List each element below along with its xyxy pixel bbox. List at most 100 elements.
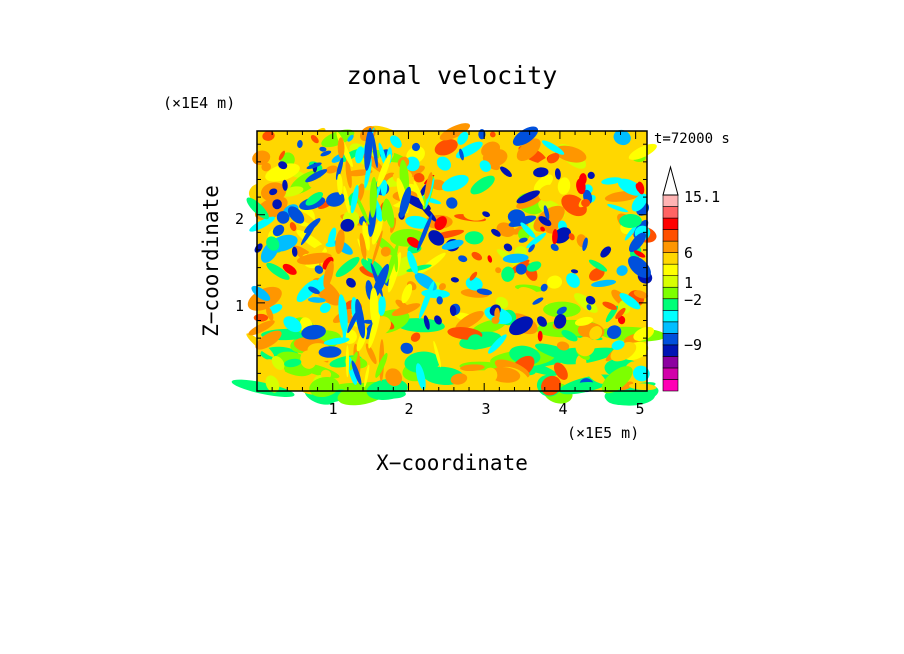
- colorbar-swatch: [662, 379, 679, 392]
- field-cell: [633, 326, 655, 341]
- field-cell: [443, 344, 455, 355]
- field-cell: [487, 255, 493, 263]
- field-cell: [407, 237, 421, 248]
- field-cell: [589, 267, 605, 281]
- field-streak: [369, 176, 377, 218]
- field-cell: [481, 141, 501, 158]
- field-cell: [457, 131, 469, 145]
- field-cell: [516, 190, 540, 204]
- field-cell: [323, 337, 350, 345]
- field-cell: [507, 209, 526, 224]
- field-cell: [326, 192, 345, 207]
- field-cell: [272, 224, 285, 237]
- field-cell: [535, 343, 582, 363]
- field-streak: [413, 181, 425, 207]
- field-cell: [570, 269, 579, 274]
- field-cell: [631, 193, 648, 212]
- field-cell: [538, 184, 557, 202]
- colorbar-swatch: [662, 298, 679, 311]
- field-cell: [576, 178, 586, 195]
- field-cell: [470, 175, 495, 195]
- field-streak: [342, 300, 347, 342]
- axis-ticks: [257, 131, 647, 391]
- field-cell: [301, 324, 326, 340]
- field-streak: [323, 260, 334, 289]
- field-cell: [283, 316, 302, 333]
- field-cell: [310, 134, 319, 144]
- chart-title: zonal velocity: [347, 61, 558, 90]
- x-tick-3: 3: [481, 400, 490, 418]
- field-cell: [520, 222, 536, 239]
- field-cell: [306, 162, 322, 170]
- field-cell: [262, 130, 275, 141]
- field-cell: [266, 262, 290, 280]
- field-streak: [337, 137, 345, 159]
- field-cell: [633, 250, 646, 258]
- field-cell: [573, 293, 598, 313]
- field-streak: [362, 221, 370, 251]
- x-axis-title: X−coordinate: [376, 451, 528, 475]
- field-cell: [607, 204, 629, 213]
- field-cell: [436, 156, 451, 171]
- field-cell: [300, 350, 317, 369]
- x-tick-4: 4: [558, 400, 567, 418]
- field-cell: [325, 165, 338, 174]
- field-cell: [613, 129, 631, 146]
- field-cell: [265, 163, 300, 182]
- field-cell: [307, 297, 326, 303]
- field-streak: [372, 263, 389, 300]
- field-streak: [371, 218, 383, 245]
- plot-frame: [256, 130, 648, 392]
- field-cell: [619, 274, 632, 287]
- field-cell: [436, 296, 443, 305]
- field-cell: [411, 142, 421, 152]
- field-cell: [410, 332, 421, 342]
- field-cell: [568, 233, 575, 241]
- field-cell: [569, 381, 599, 393]
- field-cell: [458, 255, 468, 263]
- field-cell: [489, 367, 521, 383]
- field-streak: [433, 340, 442, 368]
- field-cell: [533, 174, 553, 193]
- field-cell: [617, 178, 643, 196]
- field-cell: [515, 263, 527, 275]
- field-streak: [337, 173, 343, 195]
- field-cell: [318, 346, 342, 358]
- field-cell: [231, 379, 295, 397]
- field-streak: [365, 343, 377, 365]
- field-cell: [471, 251, 483, 261]
- colorbar-swatch: [662, 344, 679, 357]
- field-cell: [624, 224, 638, 241]
- field-cell: [616, 265, 628, 276]
- field-cell: [537, 330, 543, 342]
- x-tick-1: 1: [328, 400, 337, 418]
- field-cell: [552, 229, 558, 245]
- field-streak: [371, 132, 378, 169]
- field-streak: [351, 360, 362, 385]
- field-streak: [369, 287, 379, 327]
- field-streak: [349, 351, 358, 371]
- field-cell: [516, 138, 541, 161]
- field-cell: [633, 290, 648, 299]
- y-tick-1: 1: [235, 297, 244, 315]
- field-cell: [255, 330, 282, 350]
- field-cell: [434, 138, 458, 156]
- field-cell: [434, 216, 447, 231]
- field-cell: [601, 366, 633, 394]
- field-cell: [501, 266, 515, 282]
- field-cell: [248, 320, 275, 336]
- field-streak: [364, 364, 370, 388]
- field-cell: [305, 169, 328, 183]
- field-cell: [297, 140, 303, 148]
- field-cell: [450, 373, 468, 385]
- colorbar-swatch: [662, 321, 679, 334]
- field-cell: [526, 232, 547, 249]
- field-cell: [516, 194, 543, 209]
- field-streak: [415, 363, 426, 390]
- field-streak: [359, 232, 367, 260]
- field-streak: [355, 146, 364, 164]
- field-cell: [543, 205, 550, 220]
- field-cell: [619, 381, 634, 391]
- field-cell: [405, 215, 430, 229]
- field-streak: [376, 154, 391, 188]
